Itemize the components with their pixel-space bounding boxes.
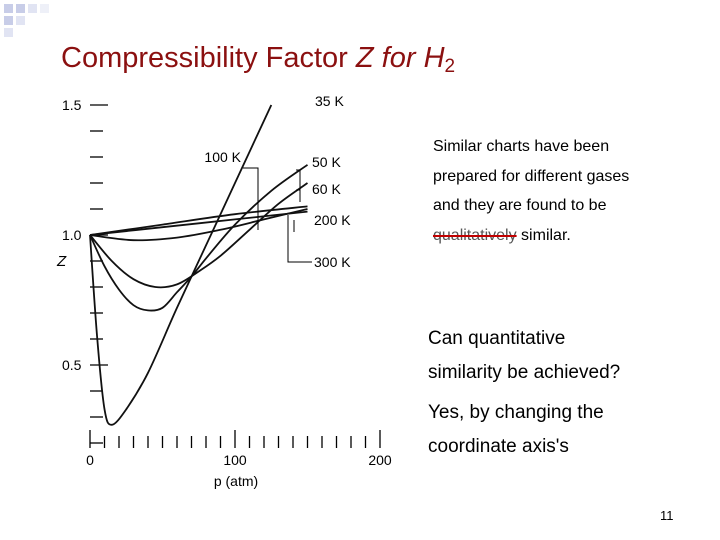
series-line-200k (89, 205, 308, 236)
label-leader-lines (243, 167, 312, 263)
series-line-35k (89, 104, 273, 426)
corner-decoration (4, 4, 49, 37)
axis-ticks (89, 104, 381, 448)
question-line-2: similarity be achieved? (428, 362, 621, 383)
series-label-60k: 60 K (312, 181, 341, 197)
series-line-100k (89, 208, 308, 242)
series-label-300k: 300 K (314, 254, 351, 270)
note-line-4-rest: similar. (516, 227, 571, 244)
y-tick-label: 1.0 (62, 227, 82, 243)
series-line-60k (89, 164, 309, 312)
series-lines (89, 104, 309, 426)
struck-word: qualitatively (433, 227, 517, 244)
x-tick-label: 0 (86, 452, 94, 468)
series-label-35k: 35 K (315, 93, 344, 109)
leader-line (287, 215, 312, 263)
y-axis-label: Z (56, 253, 67, 270)
leader-line (296, 189, 301, 202)
note-line-4: qualitatively similar. (433, 227, 571, 245)
question-line-3: Yes, by changing the (428, 402, 604, 423)
x-axis-label: p (atm) (214, 473, 258, 489)
leader-line (296, 169, 301, 196)
x-tick-label: 200 (368, 452, 392, 468)
x-tick-label: 100 (223, 452, 247, 468)
note-line-2: prepared for different gases (433, 168, 630, 185)
series-label-100k: 100 K (204, 149, 241, 165)
series-label-50k: 50 K (312, 154, 341, 170)
page-number: 11 (660, 508, 674, 523)
y-tick-label: 0.5 (62, 357, 82, 373)
leader-line (243, 167, 259, 230)
note-line-3: and they are found to be (433, 197, 607, 214)
series-line-50k (89, 182, 309, 289)
question-line-4: coordinate axis's (428, 436, 569, 457)
series-line-300k (89, 210, 308, 236)
question-line-1: Can quantitative (428, 328, 566, 349)
chart-labels: 0.5 1.0 1.5 0 100 200 p (atm) Z 35 K 60 K 50 K 100 … (56, 93, 392, 489)
series-label-200k: 200 K (314, 212, 351, 228)
slide-title: Compressibility Factor Z for H2 (61, 42, 456, 77)
note-line-1: Similar charts have been (433, 138, 610, 155)
y-tick-label: 1.5 (62, 97, 82, 113)
